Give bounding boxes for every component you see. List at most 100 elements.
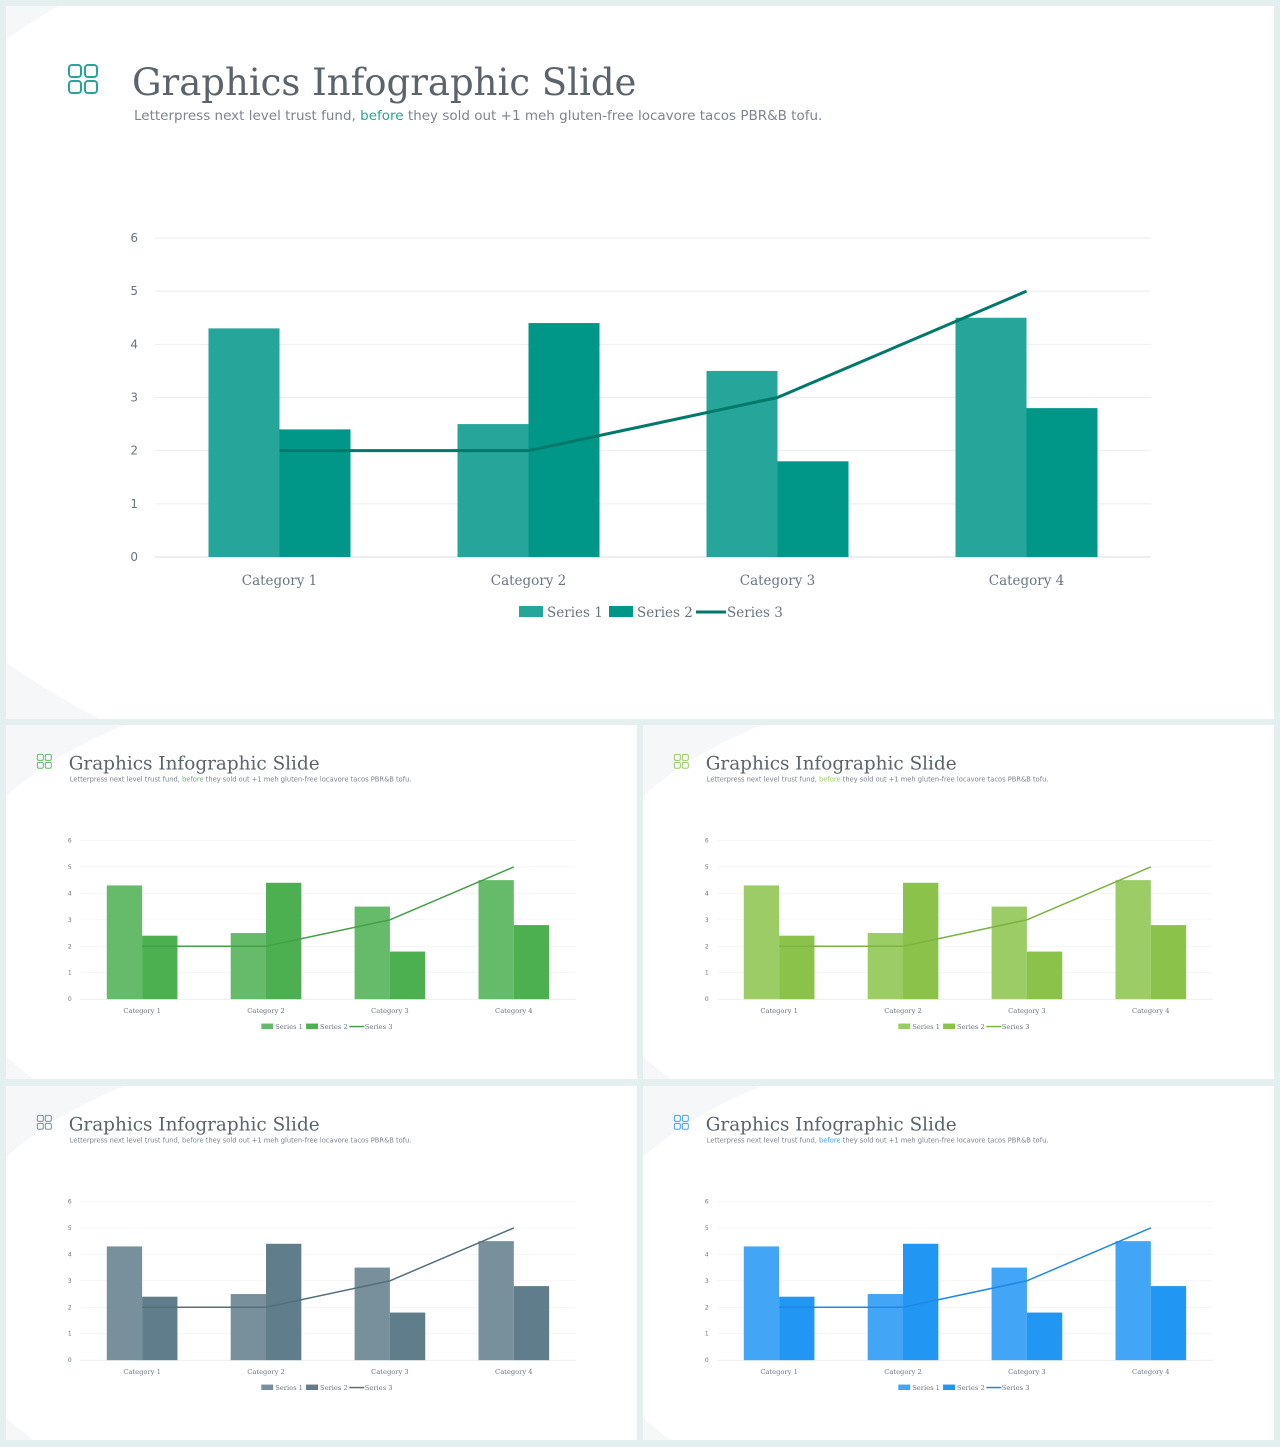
bar: [389, 1312, 426, 1361]
category-label: Category 4: [989, 573, 1065, 589]
bar: [457, 424, 529, 557]
legend: Series 1 Series 2 Series 3: [261, 1384, 393, 1392]
grid-icon: [36, 1114, 52, 1130]
bar: [1150, 925, 1187, 1000]
bar: [266, 882, 302, 1000]
y-tick-label: 0: [130, 550, 138, 564]
bar: [743, 885, 780, 1000]
subtitle-highlight: before: [182, 776, 204, 784]
bar: [106, 885, 143, 1000]
legend-swatch: [609, 606, 633, 617]
grid-icon: [68, 64, 98, 94]
grid-icon-square: [68, 64, 82, 78]
category-label: Category 1: [123, 1368, 161, 1376]
category-label: Category 2: [884, 1007, 922, 1015]
legend-label: Series 3: [727, 605, 783, 621]
slide-subtitle: Letterpress next level trust fund, befor…: [70, 1137, 412, 1145]
bar: [1115, 1241, 1151, 1361]
subtitle-text: Letterpress next level trust fund,: [134, 108, 360, 124]
bar: [528, 323, 600, 557]
bar: [354, 1267, 390, 1361]
grid-icon-square: [673, 761, 681, 769]
grid-icon-square: [44, 761, 52, 769]
legend-label: Series 3: [1002, 1023, 1030, 1031]
legend-swatch: [898, 1384, 911, 1391]
legend-label: Series 3: [1002, 1384, 1030, 1392]
slide-title: Graphics Infographic Slide: [706, 753, 957, 774]
subtitle-text: Letterpress next level trust fund,: [70, 776, 182, 784]
legend-label: Series 2: [320, 1023, 348, 1031]
y-tick-label: 5: [68, 864, 72, 871]
y-tick-label: 0: [705, 1357, 709, 1364]
bar: [779, 1296, 815, 1361]
subtitle-highlight: before: [819, 776, 841, 784]
category-label: Category 1: [760, 1368, 798, 1376]
y-tick-label: 1: [705, 1331, 709, 1338]
slide-main: Graphics Infographic Slide Letterpress ne…: [6, 6, 1274, 719]
chart-svg: Graphics Infographic Slide Letterpress ne…: [36, 753, 576, 1031]
slide-title: Graphics Infographic Slide: [132, 61, 636, 104]
legend-label: Series 1: [912, 1023, 940, 1031]
category-label: Category 1: [242, 573, 318, 589]
grid-icon-square: [44, 1122, 52, 1130]
category-label: Category 2: [247, 1007, 285, 1015]
y-tick-label: 4: [705, 890, 709, 897]
bar: [266, 1243, 302, 1361]
bar: [903, 1243, 939, 1361]
grid-icon: [673, 1114, 689, 1130]
slide-subtitle: Letterpress next level trust fund, befor…: [707, 1137, 1049, 1145]
slide-blue: Graphics Infographic Slide Letterpress ne…: [643, 1086, 1274, 1440]
bar: [513, 1286, 550, 1361]
y-tick-label: 5: [130, 284, 138, 298]
grid-icon-square: [84, 80, 98, 94]
grid-icon-square: [68, 80, 82, 94]
category-label: Category 3: [371, 1368, 409, 1376]
category-label: Category 2: [247, 1368, 285, 1376]
y-tick-label: 3: [68, 917, 72, 924]
y-tick-label: 1: [705, 970, 709, 977]
y-tick-label: 3: [68, 1278, 72, 1285]
subtitle-highlight: before: [819, 1137, 841, 1145]
bar: [779, 935, 815, 1000]
category-label: Category 2: [491, 573, 567, 589]
bar: [1026, 408, 1098, 557]
y-tick-label: 4: [68, 890, 72, 897]
line-series: [142, 1227, 515, 1309]
y-tick-label: 2: [68, 943, 72, 950]
grid-icon: [36, 753, 52, 769]
bar: [106, 1246, 143, 1361]
y-tick-label: 2: [130, 444, 138, 458]
bar: [867, 1294, 904, 1361]
y-tick-label: 3: [705, 917, 709, 924]
line-series: [142, 866, 515, 948]
legend-label: Series 1: [275, 1023, 303, 1031]
grid-icon-square: [681, 1114, 689, 1122]
y-tick-label: 1: [68, 970, 72, 977]
category-label: Category 4: [1132, 1368, 1169, 1376]
y-tick-label: 5: [68, 1225, 72, 1232]
legend: Series 1 Series 2 Series 3: [519, 605, 783, 621]
category-label: Category 2: [884, 1368, 922, 1376]
slide-subtitle: Letterpress next level trust fund, befor…: [134, 108, 822, 124]
slide-title: Graphics Infographic Slide: [706, 1114, 957, 1135]
y-tick-label: 5: [705, 864, 709, 871]
bar: [955, 317, 1027, 557]
subtitle-text: Letterpress next level trust fund,: [70, 1137, 182, 1145]
subtitle-text: they sold out +1 meh gluten-free locavor…: [404, 108, 823, 124]
category-label: Category 3: [371, 1007, 409, 1015]
bar: [142, 1296, 178, 1361]
y-tick-label: 3: [705, 1278, 709, 1285]
slide-green: Graphics Infographic Slide Letterpress ne…: [6, 725, 637, 1079]
grid-icon-square: [681, 753, 689, 761]
legend-swatch: [898, 1023, 911, 1030]
line-series: [779, 1227, 1152, 1309]
legend-swatch: [519, 606, 543, 617]
legend-label: Series 1: [912, 1384, 940, 1392]
category-label: Category 4: [495, 1368, 532, 1376]
y-tick-label: 1: [68, 1331, 72, 1338]
legend: Series 1 Series 2 Series 3: [898, 1023, 1030, 1031]
y-tick-label: 4: [68, 1251, 72, 1258]
legend-label: Series 3: [365, 1023, 393, 1031]
bar: [513, 925, 550, 1000]
bar: [1026, 951, 1063, 1000]
